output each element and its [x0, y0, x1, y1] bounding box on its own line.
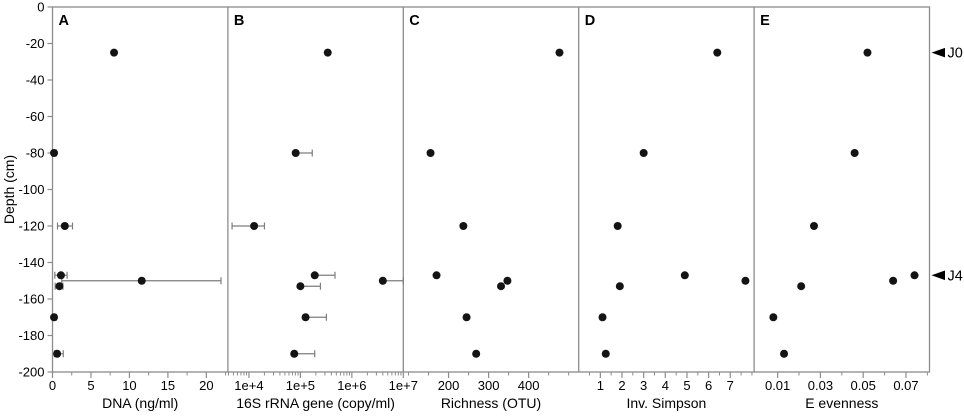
x-tick-label: 5 [683, 378, 690, 393]
data-point [809, 222, 818, 230]
x-tick-label: 1e+4 [234, 378, 263, 393]
y-tick-label: -40 [26, 73, 45, 88]
data-point [50, 149, 59, 157]
x-tick-label: 2 [618, 378, 625, 393]
x-tick-label: 3 [640, 378, 647, 393]
y-tick-label: -120 [18, 219, 44, 234]
x-tick-label: 0.03 [808, 378, 833, 393]
depth-marker-label: J0 [948, 46, 963, 62]
x-tick-label: 0.05 [851, 378, 876, 393]
data-point [310, 271, 319, 280]
data-point [323, 48, 332, 57]
x-tick-label: 0 [49, 378, 56, 393]
x-axis-label: DNA (ng/ml) [102, 395, 178, 411]
data-point [680, 271, 689, 280]
data-point [889, 276, 898, 285]
data-point [137, 276, 146, 285]
data-point [472, 349, 481, 358]
panel-letter: D [585, 13, 595, 29]
data-point [60, 222, 69, 230]
data-point [615, 282, 624, 291]
data-point [639, 149, 648, 157]
panel-letter: B [234, 13, 244, 29]
data-point [910, 271, 919, 280]
data-point [769, 313, 778, 322]
data-point [55, 282, 64, 291]
panel-letter: C [409, 13, 420, 29]
data-point [497, 282, 506, 291]
x-tick-label: 5 [87, 378, 94, 393]
data-point [459, 222, 468, 230]
x-tick-label: 6 [705, 378, 712, 393]
x-axis-label: Richness (OTU) [441, 395, 541, 411]
y-tick-label: 0 [37, 0, 44, 15]
depth-marker-arrow-icon [931, 47, 945, 58]
x-tick-label: 0.01 [765, 378, 790, 393]
depth-marker-arrow-icon [931, 270, 945, 281]
data-point [850, 149, 859, 157]
data-point [290, 349, 299, 358]
data-point [601, 349, 610, 358]
x-axis-label: E evenness [805, 395, 878, 411]
data-point [296, 282, 305, 291]
data-point [56, 271, 65, 280]
panel-letter: E [760, 13, 770, 29]
y-axis-label: Depth (cm) [1, 155, 17, 224]
x-tick-label: 200 [438, 378, 460, 393]
x-tick-label: 400 [518, 378, 540, 393]
x-axis-label: Inv. Simpson [626, 395, 706, 411]
data-point [780, 349, 789, 358]
data-point [555, 48, 564, 57]
x-tick-label: 20 [199, 378, 213, 393]
data-point [426, 149, 435, 157]
data-point [863, 48, 872, 57]
y-tick-label: -20 [26, 36, 45, 51]
data-point [53, 349, 62, 358]
data-point [503, 276, 512, 285]
y-tick-label: -100 [18, 182, 44, 197]
data-point [797, 282, 806, 291]
y-tick-label: -180 [18, 328, 44, 343]
x-tick-label: 1e+5 [286, 378, 315, 393]
x-tick-label: 300 [478, 378, 500, 393]
panel-letter: A [59, 13, 70, 29]
x-tick-label: 15 [161, 378, 175, 393]
data-point [50, 313, 59, 322]
data-point [713, 48, 722, 57]
y-tick-label: -200 [18, 365, 44, 380]
data-point [432, 271, 441, 280]
data-point [613, 222, 622, 230]
data-point [598, 313, 607, 322]
y-tick-label: -60 [26, 109, 45, 124]
x-tick-label: 1e+7 [389, 378, 418, 393]
x-tick-label: 4 [662, 378, 669, 393]
data-point [250, 222, 259, 230]
y-tick-label: -160 [18, 292, 44, 307]
data-point [301, 313, 310, 322]
x-tick-label: 1e+6 [337, 378, 366, 393]
x-tick-label: 7 [727, 378, 734, 393]
depth-marker-label: J4 [948, 268, 963, 284]
data-point [741, 276, 750, 285]
x-tick-label: 0.07 [893, 378, 918, 393]
data-point [291, 149, 300, 157]
x-tick-label: 10 [122, 378, 136, 393]
y-tick-label: -80 [26, 146, 45, 161]
data-point [110, 48, 119, 57]
data-point [462, 313, 471, 322]
x-tick-label: 1 [597, 378, 604, 393]
data-point [378, 276, 387, 285]
x-axis-label: 16S rRNA gene (copy/ml) [236, 395, 395, 411]
y-tick-label: -140 [18, 255, 44, 270]
